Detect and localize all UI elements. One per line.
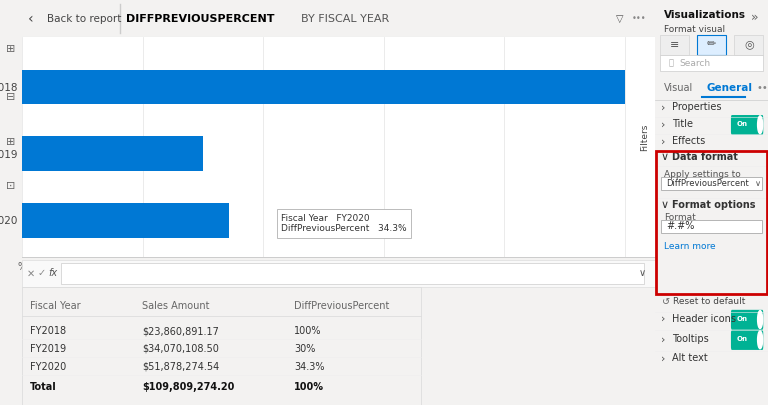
Bar — [660, 220, 763, 233]
Text: Fiscal Year   FY2020
DiffPreviousPercent   34.3%: Fiscal Year FY2020 DiffPreviousPercent 3… — [281, 214, 407, 233]
Text: Total: Total — [30, 382, 56, 392]
Bar — [638, 93, 651, 182]
Bar — [22, 70, 625, 104]
FancyBboxPatch shape — [731, 115, 763, 135]
Text: On: On — [737, 316, 747, 322]
Text: $51,878,274.54: $51,878,274.54 — [142, 362, 220, 371]
Circle shape — [757, 116, 763, 134]
Text: FY2018: FY2018 — [30, 326, 66, 336]
Text: DiffPreviousPercent: DiffPreviousPercent — [667, 179, 749, 188]
Text: FY2019: FY2019 — [30, 344, 66, 354]
Text: 🔍: 🔍 — [669, 59, 674, 68]
Text: ∨: ∨ — [660, 152, 669, 162]
Bar — [660, 35, 689, 55]
Text: ›: › — [660, 136, 665, 146]
Bar — [697, 35, 727, 55]
Text: Alt text: Alt text — [672, 354, 707, 363]
Text: Format visual: Format visual — [664, 25, 725, 34]
Text: 30%: 30% — [294, 344, 316, 354]
Text: Learn more: Learn more — [664, 242, 716, 251]
Bar — [656, 151, 767, 294]
Text: Tooltips: Tooltips — [672, 335, 709, 344]
Text: Apply settings to: Apply settings to — [664, 171, 741, 179]
Circle shape — [757, 311, 763, 328]
Text: ›: › — [660, 102, 665, 112]
Text: DiffPreviousPercent: DiffPreviousPercent — [294, 301, 389, 311]
Bar — [0, 0, 22, 28]
Text: •••: ••• — [632, 14, 647, 23]
Text: #.#%: #.#% — [667, 221, 695, 231]
Text: ✏: ✏ — [707, 40, 717, 49]
Text: ◎: ◎ — [744, 40, 753, 49]
Text: ✕: ✕ — [27, 268, 35, 278]
Text: On: On — [737, 122, 747, 127]
Text: ‹: ‹ — [28, 11, 34, 26]
Text: ›: › — [660, 335, 665, 344]
Circle shape — [757, 331, 763, 349]
FancyBboxPatch shape — [731, 330, 763, 350]
Bar — [22, 203, 229, 238]
Text: $109,809,274.20: $109,809,274.20 — [142, 382, 235, 392]
Text: Effects: Effects — [672, 136, 705, 146]
Text: Format: Format — [664, 213, 696, 222]
Text: 34.3%: 34.3% — [294, 362, 325, 371]
Text: ⊟: ⊟ — [6, 92, 15, 102]
Text: ⊡: ⊡ — [6, 181, 15, 191]
Text: DIFFPREVIOUSPERCENT: DIFFPREVIOUSPERCENT — [127, 13, 275, 23]
Text: On: On — [737, 337, 747, 342]
Bar — [61, 263, 644, 284]
Text: Fiscal Year: Fiscal Year — [30, 301, 80, 311]
Text: ≡: ≡ — [670, 40, 679, 49]
Text: Search: Search — [680, 59, 711, 68]
Text: 100%: 100% — [294, 326, 322, 336]
Text: 100%: 100% — [294, 382, 324, 392]
Text: ∨: ∨ — [638, 268, 646, 278]
Text: BY FISCAL YEAR: BY FISCAL YEAR — [300, 13, 389, 23]
Bar — [22, 136, 203, 171]
Text: Reset to default: Reset to default — [673, 297, 746, 306]
Text: ▽: ▽ — [617, 13, 624, 23]
Text: Sales Amount: Sales Amount — [142, 301, 210, 311]
Text: ›: › — [660, 119, 665, 129]
Text: General: General — [707, 83, 753, 93]
Text: ∨: ∨ — [755, 179, 761, 188]
Bar — [734, 35, 763, 55]
Text: fx: fx — [48, 268, 58, 278]
Text: Properties: Properties — [672, 102, 721, 112]
Text: Filters: Filters — [641, 124, 649, 151]
Text: •••: ••• — [756, 83, 768, 93]
Text: $23,860,891.17: $23,860,891.17 — [142, 326, 219, 336]
Text: ∨: ∨ — [660, 200, 669, 210]
Text: »: » — [750, 11, 758, 24]
Text: Header icons: Header icons — [672, 314, 736, 324]
Text: Format options: Format options — [672, 200, 756, 210]
Bar — [660, 177, 763, 190]
Text: Visualizations: Visualizations — [664, 10, 746, 20]
FancyBboxPatch shape — [731, 310, 763, 330]
Text: FY2020: FY2020 — [30, 362, 66, 371]
Bar — [22, 287, 421, 405]
Text: ⊞: ⊞ — [6, 44, 15, 53]
Text: ↺: ↺ — [662, 297, 670, 307]
Text: Visual: Visual — [664, 83, 694, 93]
Text: ›: › — [660, 314, 665, 324]
X-axis label: DiffPreviousPercent: DiffPreviousPercent — [287, 276, 389, 286]
Text: ⊞: ⊞ — [6, 137, 15, 147]
Text: Back to report: Back to report — [48, 13, 121, 23]
Text: ✓: ✓ — [38, 268, 46, 278]
Bar — [22, 260, 655, 287]
Text: Data format: Data format — [672, 152, 738, 162]
Text: ›: › — [660, 354, 665, 363]
Text: $34,070,108.50: $34,070,108.50 — [142, 344, 219, 354]
Bar — [660, 55, 763, 71]
Text: Title: Title — [672, 119, 693, 129]
